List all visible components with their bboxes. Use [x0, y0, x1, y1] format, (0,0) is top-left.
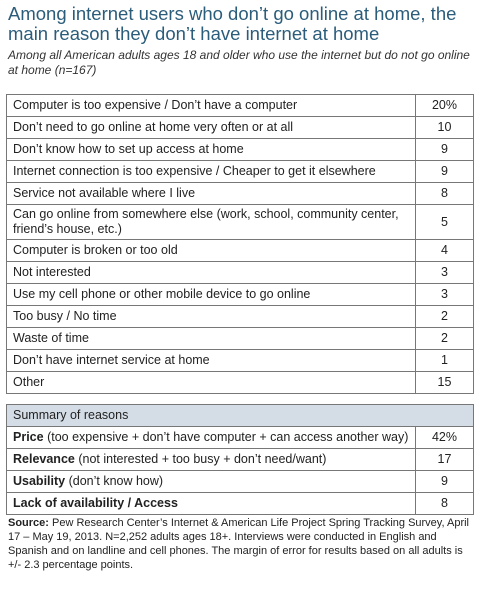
source-note: Source: Pew Research Center’s Internet &…: [8, 516, 476, 572]
table-row: Use my cell phone or other mobile device…: [6, 283, 474, 306]
table-row: Don’t have internet service at home 1: [6, 349, 474, 372]
row-value: 3: [415, 261, 474, 284]
row-label: Computer is too expensive / Don’t have a…: [6, 94, 416, 117]
summary-row: Relevance (not interested + too busy + d…: [6, 448, 474, 471]
summary-label-bold: Relevance: [13, 452, 75, 466]
summary-value: 17: [415, 448, 474, 471]
summary-label-detail: (not interested + too busy + don’t need/…: [74, 452, 327, 466]
row-label: Don’t need to go online at home very oft…: [6, 116, 416, 139]
row-value: 15: [415, 371, 474, 394]
summary-label: Usability (don’t know how): [6, 470, 416, 493]
summary-value: 9: [415, 470, 474, 493]
table-row: Computer is broken or too old 4: [6, 239, 474, 262]
row-label: Don’t have internet service at home: [6, 349, 416, 372]
table-row: Too busy / No time 2: [6, 305, 474, 328]
source-text: Pew Research Center’s Internet & America…: [8, 517, 469, 571]
row-value: 10: [415, 116, 474, 139]
row-value: 5: [415, 204, 474, 240]
summary-header-row: Summary of reasons: [6, 404, 474, 427]
row-label: Other: [6, 371, 416, 394]
row-label: Don’t know how to set up access at home: [6, 138, 416, 161]
summary-label-bold: Usability: [13, 474, 66, 488]
row-value: 2: [415, 327, 474, 350]
table-row: Waste of time 2: [6, 327, 474, 350]
chart-subtitle: Among all American adults ages 18 and ol…: [8, 48, 470, 77]
row-value: 2: [415, 305, 474, 328]
row-label: Too busy / No time: [6, 305, 416, 328]
table-row: Other 15: [6, 371, 474, 394]
summary-table: Summary of reasons Price (too expensive …: [6, 404, 474, 515]
row-label: Waste of time: [6, 327, 416, 350]
summary-label: Price (too expensive + don’t have comput…: [6, 426, 416, 449]
table-row: Can go online from somewhere else (work,…: [6, 204, 474, 240]
source-label: Source:: [8, 517, 49, 529]
row-label: Not interested: [6, 261, 416, 284]
summary-label: Relevance (not interested + too busy + d…: [6, 448, 416, 471]
row-value: 4: [415, 239, 474, 262]
summary-row: Price (too expensive + don’t have comput…: [6, 426, 474, 449]
row-value: 3: [415, 283, 474, 306]
table-row: Computer is too expensive / Don’t have a…: [6, 94, 474, 117]
summary-row: Lack of availability / Access 8: [6, 492, 474, 515]
summary-label-bold: Price: [13, 430, 44, 444]
summary-label: Lack of availability / Access: [6, 492, 416, 515]
row-label: Can go online from somewhere else (work,…: [6, 204, 416, 240]
row-value: 9: [415, 160, 474, 183]
row-label: Computer is broken or too old: [6, 239, 416, 262]
summary-label-bold: Lack of availability / Access: [13, 496, 178, 510]
row-label: Service not available where I live: [6, 182, 416, 205]
summary-value: 42%: [415, 426, 474, 449]
table-row: Service not available where I live 8: [6, 182, 474, 205]
summary-value: 8: [415, 492, 474, 515]
summary-header: Summary of reasons: [6, 404, 474, 427]
row-value: 8: [415, 182, 474, 205]
summary-label-detail: (don’t know how): [65, 474, 164, 488]
reasons-table: Computer is too expensive / Don’t have a…: [6, 94, 474, 394]
row-label: Use my cell phone or other mobile device…: [6, 283, 416, 306]
table-row: Internet connection is too expensive / C…: [6, 160, 474, 183]
table-row: Don’t need to go online at home very oft…: [6, 116, 474, 139]
summary-label-detail: (too expensive + don’t have computer + c…: [43, 430, 409, 444]
chart-title: Among internet users who don’t go online…: [8, 3, 457, 44]
row-label: Internet connection is too expensive / C…: [6, 160, 416, 183]
row-value: 9: [415, 138, 474, 161]
row-value: 1: [415, 349, 474, 372]
row-value: 20%: [415, 94, 474, 117]
table-row: Don’t know how to set up access at home 9: [6, 138, 474, 161]
table-row: Not interested 3: [6, 261, 474, 284]
summary-row: Usability (don’t know how) 9: [6, 470, 474, 493]
